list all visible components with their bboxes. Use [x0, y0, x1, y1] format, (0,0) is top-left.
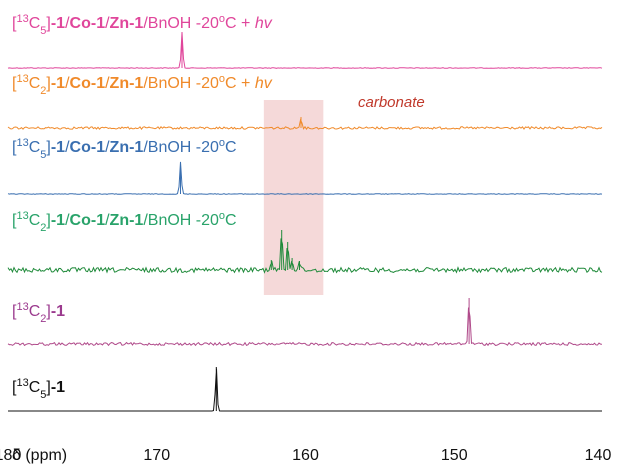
series-label-part: [: [12, 15, 17, 32]
series-label-part: 5: [40, 149, 46, 161]
series-label-part: C: [29, 15, 41, 32]
series-label-part: 13: [16, 301, 28, 313]
series-label-part: [: [12, 303, 17, 320]
series-label-part: o: [219, 210, 225, 222]
series-label-part: ]: [46, 303, 50, 320]
series-label-part: C: [29, 303, 41, 320]
series-label-part: 13: [16, 377, 28, 389]
series-label-part: ]: [46, 139, 50, 156]
series-label-part: Co-1: [70, 139, 106, 156]
series-label-part: /: [65, 139, 70, 156]
series-label-part: hv: [255, 75, 273, 92]
series-label-part: 2: [40, 85, 46, 97]
series-label-part: /BnOH -20: [143, 15, 219, 32]
series-label-part: -1: [51, 139, 65, 156]
series-label-part: C: [29, 212, 41, 229]
series-label-part: ]: [46, 15, 50, 32]
series-label: [13C5]-1/Co-1/Zn-1/BnOH -20oC + hv: [12, 13, 273, 37]
series-label-part: 5: [40, 389, 46, 401]
spectra-group: [13C5]-1/Co-1/Zn-1/BnOH -20oC + hv[13C2]…: [7, 13, 603, 412]
x-axis: δ (ppm) 180 170 160 150 140: [0, 447, 611, 464]
series-label-part: Zn-1: [110, 15, 144, 32]
series-label: [13C2]-1: [12, 301, 65, 325]
series-label-part: -1: [51, 379, 65, 396]
series-label-part: 2: [40, 222, 46, 234]
series-label-part: 13: [16, 137, 28, 149]
spectrum-trace: [7, 32, 603, 69]
series-label-part: C: [29, 75, 41, 92]
spectrum-trace: [7, 161, 603, 195]
series-label-part: C: [29, 139, 41, 156]
series-label-part: /: [65, 75, 70, 92]
series-label-part: Co-1: [70, 75, 106, 92]
x-tick-label: 160: [292, 447, 319, 464]
series-label-part: [: [12, 139, 17, 156]
series-label-part: 13: [16, 73, 28, 85]
series-label-part: C: [225, 212, 237, 229]
series-label-part: [: [12, 379, 17, 396]
series-label-part: /BnOH -20: [143, 212, 219, 229]
series-label-part: /: [105, 75, 110, 92]
series-label-part: [: [12, 212, 17, 229]
series-label-part: Zn-1: [110, 139, 144, 156]
series-label-part: 2: [40, 313, 46, 325]
series-label-part: o: [219, 137, 225, 149]
series-label-part: [: [12, 75, 17, 92]
series-label-part: /: [65, 15, 70, 32]
series-label-part: Zn-1: [110, 75, 144, 92]
series-label-part: /BnOH -20: [143, 139, 219, 156]
series-label: [13C5]-1: [12, 377, 65, 401]
series-label-part: o: [219, 73, 225, 85]
series-label-part: -1: [51, 303, 65, 320]
series-label: [13C2]-1/Co-1/Zn-1/BnOH -20oC + hv: [12, 73, 273, 97]
series-label-part: 13: [16, 210, 28, 222]
spectrum-trace: [7, 230, 603, 274]
series-label-part: C +: [225, 15, 255, 32]
series-label-part: C +: [225, 75, 255, 92]
series-label-part: Co-1: [70, 212, 106, 229]
series-label-part: 5: [40, 25, 46, 37]
series-label-part: /: [65, 212, 70, 229]
x-tick-label: 180: [0, 447, 21, 464]
spectrum-trace: [7, 117, 603, 130]
series-label-part: /BnOH -20: [143, 75, 219, 92]
series-label-part: -1: [51, 15, 65, 32]
spectrum-trace: [8, 367, 602, 412]
x-tick-label: 140: [585, 447, 612, 464]
series-label-part: C: [29, 379, 41, 396]
series-label-part: hv: [255, 15, 273, 32]
series-label: [13C5]-1/Co-1/Zn-1/BnOH -20oC: [12, 137, 237, 161]
series-label-part: /: [105, 139, 110, 156]
series-label-part: -1: [51, 212, 65, 229]
x-axis-label: δ (ppm): [12, 447, 67, 464]
x-tick-label: 150: [441, 447, 468, 464]
carbonate-annotation: carbonate: [358, 94, 425, 111]
series-label-part: Zn-1: [110, 212, 144, 229]
series-label-part: -1: [51, 75, 65, 92]
spectrum-trace: [7, 298, 603, 347]
series-label-part: ]: [46, 75, 50, 92]
x-tick-label: 170: [143, 447, 170, 464]
series-label-part: /: [105, 15, 110, 32]
series-label-part: /: [105, 212, 110, 229]
series-label-part: ]: [46, 379, 50, 396]
series-label-part: 13: [16, 13, 28, 25]
series-label-part: o: [219, 13, 225, 25]
series-label-part: C: [225, 139, 237, 156]
carbonate-highlight-region: [263, 100, 324, 295]
series-label-part: Co-1: [70, 15, 106, 32]
series-label-part: ]: [46, 212, 50, 229]
series-label: [13C2]-1/Co-1/Zn-1/BnOH -20oC: [12, 210, 237, 234]
